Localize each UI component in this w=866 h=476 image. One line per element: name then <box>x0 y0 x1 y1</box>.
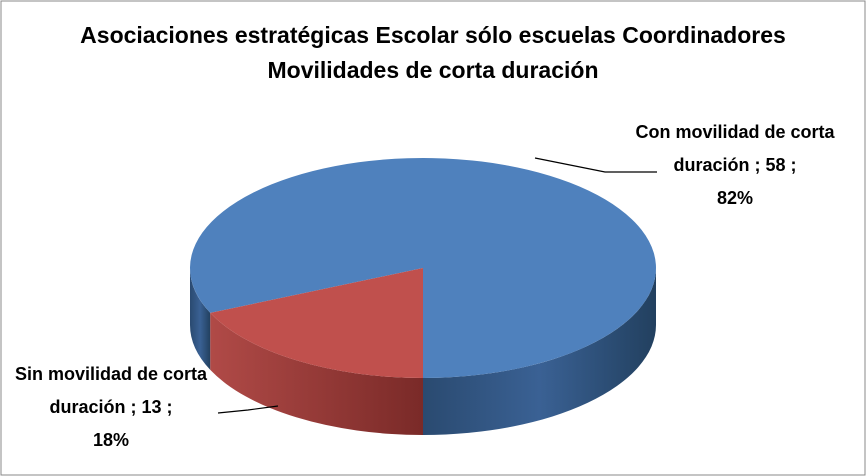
chart-title: Asociaciones estratégicas Escolar sólo e… <box>80 22 786 83</box>
slice-side <box>210 312 423 435</box>
label-separator: ; <box>754 155 761 175</box>
leader-line <box>217 405 279 414</box>
label-category: Con movilidad de corta duración <box>635 122 835 175</box>
label-percentage: 18% <box>92 430 130 450</box>
pie-slice <box>210 268 423 378</box>
label-separator: ; <box>790 155 797 175</box>
label-percentage: 82% <box>716 188 754 208</box>
slice-side <box>423 268 656 435</box>
data-label: Con movilidad de corta duración ; 58 ; 8… <box>630 116 840 215</box>
label-category: Sin movilidad de corta duración <box>14 364 208 417</box>
label-separator: ; <box>130 397 137 417</box>
leader-line <box>534 157 657 173</box>
label-separator: ; <box>166 397 173 417</box>
pie <box>189 157 656 435</box>
label-value: 58 <box>765 155 786 175</box>
label-value: 13 <box>141 397 162 417</box>
pie-slice <box>189 157 656 378</box>
data-label: Sin movilidad de corta duración ; 13 ; 1… <box>6 358 216 457</box>
slice-side <box>190 268 211 370</box>
